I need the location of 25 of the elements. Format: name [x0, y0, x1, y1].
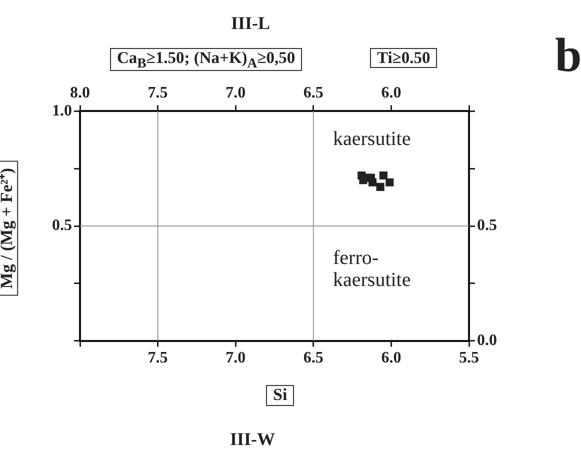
- chart-title: III-L: [231, 13, 270, 34]
- annotation: kaersutite: [333, 128, 411, 150]
- text: Ti≥0.50: [370, 48, 438, 68]
- point: [376, 182, 384, 192]
- x2-tick-label: 6.0: [381, 84, 402, 102]
- annotation: ferro-kaersutite: [333, 247, 412, 291]
- x-axis-title: Si: [266, 385, 294, 406]
- text: III-W: [230, 429, 276, 450]
- x2-tick-label: 7.5: [148, 84, 168, 102]
- y2-tick-label: 0.0: [477, 332, 497, 349]
- x-tick-label: 6.5: [303, 350, 324, 367]
- text: Ca$_{B}$≥1.50; (Na+K)$_{A}$≥0,50: [110, 48, 302, 72]
- y-tick-label: 1.0: [52, 102, 72, 120]
- x2-tick-label: 6.5: [303, 84, 324, 102]
- x2-tick-label: 7.0: [226, 84, 246, 102]
- x-tick-label: 7.0: [226, 350, 246, 367]
- x-tick-label: 6.0: [381, 350, 402, 367]
- point: [366, 174, 376, 182]
- point: [386, 178, 394, 186]
- x-tick-label: 5.5: [459, 350, 479, 367]
- x2-tick-label: 8.0: [70, 84, 90, 102]
- y2-tick-label: 0.5: [477, 217, 497, 234]
- text: b: [555, 29, 581, 83]
- point: [379, 171, 388, 180]
- x-tick-label: 7.5: [148, 350, 168, 367]
